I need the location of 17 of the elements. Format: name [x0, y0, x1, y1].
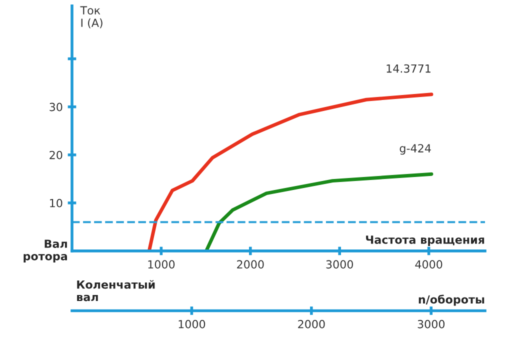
text: Коленчатый вал [77, 280, 155, 302]
y-tick-label: 20 [50, 150, 62, 160]
x-tick-label: 2000 [237, 260, 264, 269]
x2-tick-label: 1000 [178, 320, 206, 328]
y-tick-label: 30 [50, 102, 62, 112]
x-tick-label: 1000 [148, 260, 175, 269]
series-label: 14.3771 [386, 64, 430, 73]
text: Вал ротора [24, 240, 67, 263]
series-label: g-424 [400, 144, 431, 155]
y-axis-title: Ток I (A) [80, 6, 102, 28]
x2-tick-label: 2000 [298, 320, 325, 328]
x-axis-title: Частота вращения [366, 236, 484, 246]
x2-tick-label: 3000 [418, 320, 445, 328]
x-tick-label: 4000 [415, 260, 442, 269]
y-tick-label: 10 [50, 198, 62, 208]
x2-axis-title: n/обороты [418, 294, 484, 306]
x-tick-label: 3000 [326, 260, 354, 269]
